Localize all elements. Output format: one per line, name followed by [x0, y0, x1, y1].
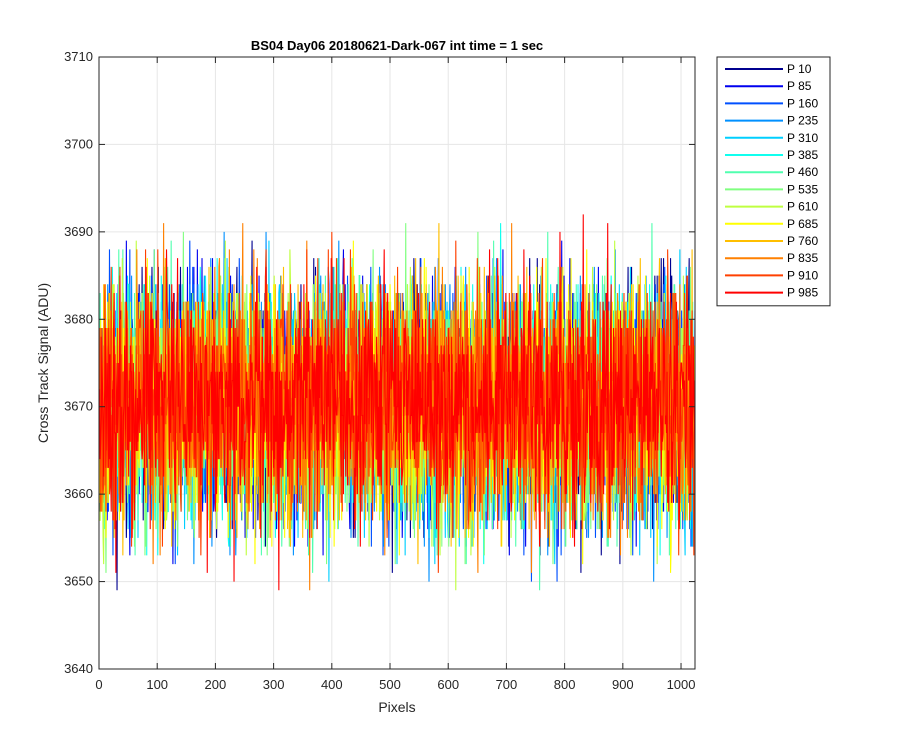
x-tick-label: 200 — [205, 677, 227, 692]
x-tick-label: 800 — [554, 677, 576, 692]
y-tick-label: 3650 — [64, 574, 93, 589]
x-tick-label: 600 — [437, 677, 459, 692]
legend-label: P 685 — [787, 217, 818, 231]
legend-label: P 235 — [787, 114, 818, 128]
legend-label: P 910 — [787, 268, 818, 282]
y-tick-label: 3700 — [64, 136, 93, 151]
y-axis: 3640 3650 3660 3670 3680 3690 3700 3710 — [64, 49, 695, 676]
x-tick-label: 0 — [95, 677, 102, 692]
y-tick-label: 3660 — [64, 486, 93, 501]
y-tick-label: 3680 — [64, 311, 93, 326]
plot-area-frame — [98, 56, 696, 670]
legend: P 10 P 85 P 160 P 235 P 310 P 385 P 460 P 535 P … — [716, 56, 831, 307]
legend-label: P 160 — [787, 96, 818, 110]
y-axis-label: Cross Track Signal (ADU) — [35, 283, 51, 443]
x-tick-label: 500 — [379, 677, 401, 692]
legend-label: P 10 — [787, 62, 812, 76]
x-tick-label: 900 — [612, 677, 634, 692]
y-tick-label: 3690 — [64, 224, 93, 239]
x-tick-label: 300 — [263, 677, 285, 692]
x-axis-label: Pixels — [378, 699, 415, 715]
legend-label: P 460 — [787, 165, 818, 179]
x-axis: 0 100 200 300 400 500 600 700 800 900 1000 — [95, 57, 695, 692]
legend-box — [716, 56, 831, 307]
series-line-p985 — [99, 214, 695, 591]
legend-label: P 385 — [787, 148, 818, 162]
legend-label: P 85 — [787, 79, 812, 93]
legend-label: P 985 — [787, 286, 818, 300]
legend-label: P 310 — [787, 131, 818, 145]
legend-label: P 835 — [787, 251, 818, 265]
x-tick-label: 100 — [146, 677, 168, 692]
x-tick-label: 1000 — [667, 677, 696, 692]
legend-label: P 760 — [787, 234, 818, 248]
chart-title: BS04 Day06 20180621-Dark-067 int time = … — [251, 38, 543, 53]
y-tick-label: 3710 — [64, 49, 93, 64]
y-tick-label: 3640 — [64, 661, 93, 676]
x-tick-label: 700 — [496, 677, 518, 692]
series-group — [99, 214, 695, 591]
y-tick-label: 3670 — [64, 399, 93, 414]
legend-label: P 610 — [787, 200, 818, 214]
x-tick-label: 400 — [321, 677, 343, 692]
legend-label: P 535 — [787, 182, 818, 196]
